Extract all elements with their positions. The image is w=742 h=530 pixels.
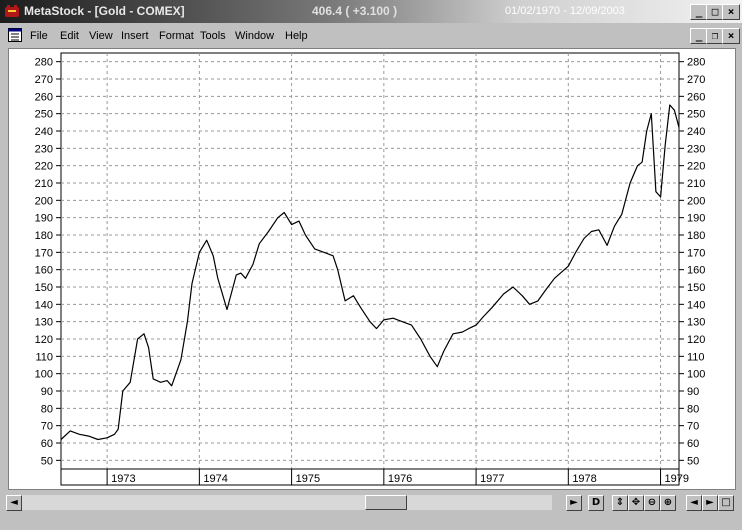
y-tick-label-left: 50 — [41, 455, 53, 467]
y-tick-label-right: 140 — [687, 299, 705, 311]
x-tick-label: 1975 — [296, 473, 320, 485]
menu-window[interactable]: Window — [235, 30, 275, 42]
y-tick-label-right: 260 — [687, 91, 705, 103]
close-button[interactable]: × — [722, 4, 740, 20]
y-tick-label-right: 210 — [687, 178, 705, 190]
y-tick-label-left: 270 — [35, 74, 53, 86]
vertical-scale-button[interactable]: ⇕ — [612, 495, 628, 511]
y-tick-label-left: 70 — [41, 421, 53, 433]
x-tick-label: 1978 — [572, 473, 596, 485]
window-mode-button[interactable]: □ — [718, 495, 734, 511]
prev-bar-button[interactable]: ◄ — [686, 495, 702, 511]
title-bar[interactable]: MetaStock - [Gold - COMEX] 406.4 ( +3.10… — [0, 0, 742, 23]
menu-tools[interactable]: Tools — [200, 30, 226, 42]
y-tick-label-left: 80 — [41, 403, 53, 415]
gold-price-line — [60, 104, 680, 441]
y-tick-label-right: 120 — [687, 334, 705, 346]
y-tick-label-right: 170 — [687, 247, 705, 259]
y-tick-label-left: 150 — [35, 282, 53, 294]
menu-insert[interactable]: Insert — [121, 30, 149, 42]
y-tick-label-left: 250 — [35, 109, 53, 121]
y-tick-label-right: 70 — [687, 421, 699, 433]
status-scroll-bar: ◄ ► D ⇕ ✥ ⊖ ⊕ ◄ ► □ — [0, 490, 742, 530]
y-tick-label-right: 130 — [687, 317, 705, 329]
menu-file[interactable]: File — [30, 30, 48, 42]
y-tick-label-left: 230 — [35, 143, 53, 155]
chart-area[interactable]: 50 50 60 60 70 70 80 80 90 90 100 100 110 110 120 120 13… — [8, 48, 736, 490]
menu-bar: File Edit View Insert Format Tools Windo… — [0, 23, 742, 49]
y-tick-label-right: 250 — [687, 109, 705, 121]
y-tick-label-right: 230 — [687, 143, 705, 155]
y-tick-label-right: 180 — [687, 230, 705, 242]
menu-format[interactable]: Format — [159, 30, 194, 42]
menu-edit[interactable]: Edit — [60, 30, 79, 42]
scroll-thumb[interactable] — [365, 495, 407, 510]
y-tick-label-left: 200 — [35, 195, 53, 207]
y-tick-label-left: 130 — [35, 317, 53, 329]
horizontal-scrollbar[interactable] — [22, 495, 552, 510]
plot-border — [60, 52, 680, 470]
y-tick-label-left: 210 — [35, 178, 53, 190]
pan-button[interactable]: ✥ — [628, 495, 644, 511]
time-axis-strip — [60, 468, 680, 486]
y-tick-label-left: 280 — [35, 57, 53, 69]
y-tick-label-right: 280 — [687, 57, 705, 69]
y-tick-label-right: 160 — [687, 265, 705, 277]
app-logo-icon — [5, 5, 19, 17]
x-tick-label: 1979 — [665, 473, 689, 485]
y-tick-label-left: 110 — [35, 351, 53, 363]
y-tick-label-left: 120 — [35, 334, 53, 346]
y-tick-label-left: 240 — [35, 126, 53, 138]
y-tick-label-right: 100 — [687, 369, 705, 381]
y-tick-label-left: 60 — [41, 438, 53, 450]
y-tick-label-right: 80 — [687, 403, 699, 415]
periodicity-button[interactable]: D — [588, 495, 604, 511]
x-tick-label: 1977 — [480, 473, 504, 485]
y-tick-label-right: 220 — [687, 161, 705, 173]
scroll-right-button[interactable]: ► — [566, 495, 582, 511]
y-tick-label-right: 50 — [687, 455, 699, 467]
y-tick-label-left: 220 — [35, 161, 53, 173]
x-tick-label: 1976 — [388, 473, 412, 485]
y-tick-label-left: 170 — [35, 247, 53, 259]
y-tick-label-right: 190 — [687, 213, 705, 225]
zoom-in-button[interactable]: ⊕ — [660, 495, 676, 511]
window-title: MetaStock - [Gold - COMEX] — [24, 4, 185, 18]
next-bar-button[interactable]: ► — [702, 495, 718, 511]
y-tick-label-left: 260 — [35, 91, 53, 103]
y-tick-label-left: 90 — [41, 386, 53, 398]
x-tick-label: 1974 — [203, 473, 227, 485]
y-tick-label-left: 180 — [35, 230, 53, 242]
y-tick-label-left: 160 — [35, 265, 53, 277]
y-tick-label-right: 110 — [687, 351, 705, 363]
y-tick-label-right: 150 — [687, 282, 705, 294]
menu-view[interactable]: View — [89, 30, 113, 42]
doc-close-button[interactable]: × — [722, 28, 740, 44]
zoom-out-button[interactable]: ⊖ — [644, 495, 660, 511]
menu-help[interactable]: Help — [285, 30, 308, 42]
y-tick-label-right: 90 — [687, 386, 699, 398]
date-range: 01/02/1970 - 12/09/2003 — [505, 5, 625, 17]
price-readout: 406.4 ( +3.100 ) — [312, 4, 398, 18]
y-tick-label-right: 200 — [687, 195, 705, 207]
y-tick-label-left: 140 — [35, 299, 53, 311]
y-tick-label-right: 270 — [687, 74, 705, 86]
y-tick-label-left: 100 — [35, 369, 53, 381]
doc-restore-button[interactable]: ❐ — [706, 28, 724, 44]
y-tick-label-right: 240 — [687, 126, 705, 138]
y-tick-label-left: 190 — [35, 213, 53, 225]
y-tick-label-right: 60 — [687, 438, 699, 450]
x-tick-label: 1973 — [111, 473, 135, 485]
price-chart[interactable]: 50 50 60 60 70 70 80 80 90 90 100 100 110 110 120 120 13… — [9, 49, 735, 489]
scroll-left-button[interactable]: ◄ — [6, 495, 22, 511]
document-icon[interactable] — [8, 28, 22, 42]
